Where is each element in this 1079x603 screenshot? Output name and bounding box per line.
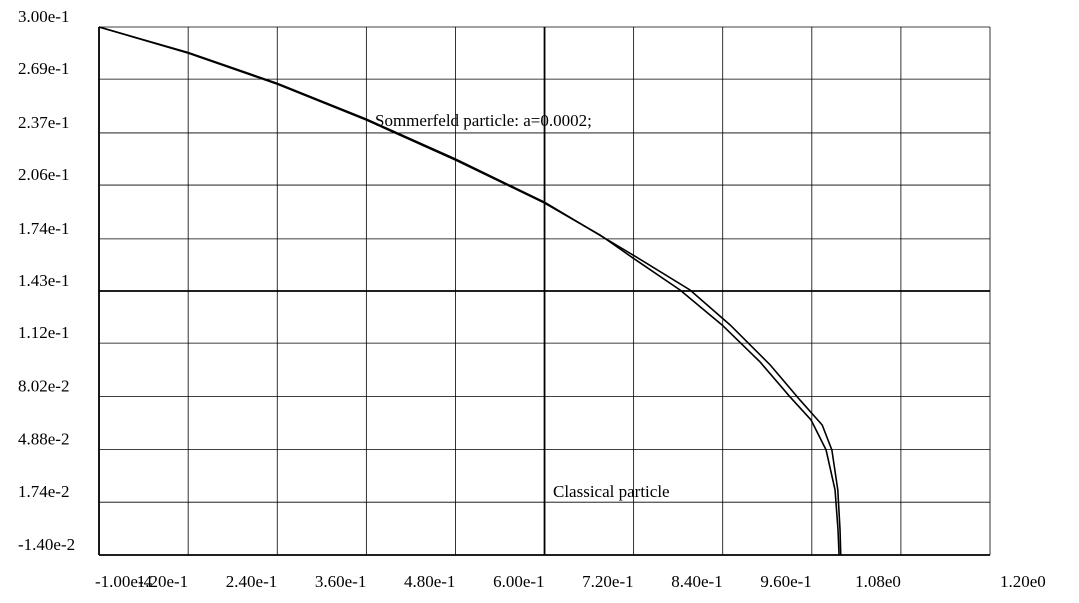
x-tick-label: 1.08e0	[855, 572, 901, 591]
y-tick-label: 2.69e-1	[18, 59, 69, 78]
y-tick-label: 1.43e-1	[18, 271, 69, 290]
y-tick-label: 2.06e-1	[18, 165, 69, 184]
annotation: Classical particle	[553, 482, 670, 501]
x-tick-label: 1.20e-1	[137, 572, 188, 591]
x-tick-label: 3.60e-1	[315, 572, 366, 591]
x-tick-label: 8.40e-1	[671, 572, 722, 591]
x-tick-label: 2.40e-1	[226, 572, 277, 591]
x-tick-label: 9.60e-1	[760, 572, 811, 591]
x-tick-label: 7.20e-1	[582, 572, 633, 591]
x-tick-label: 1.20e0	[1000, 572, 1046, 591]
y-tick-label: 3.00e-1	[18, 7, 69, 26]
y-tick-label: 4.88e-2	[18, 429, 69, 448]
x-tick-label: 6.00e-1	[493, 572, 544, 591]
trajectory-line	[98, 26, 842, 556]
y-tick-label: 8.02e-2	[18, 377, 69, 396]
annotation: Sommerfeld particle: a=0.0002;	[375, 111, 592, 130]
y-tick-label: 1.12e-1	[18, 323, 69, 342]
x-tick-label: 4.80e-1	[404, 572, 455, 591]
x-tick-label: -1.00e-4	[95, 572, 153, 591]
y-tick-label: 2.37e-1	[18, 113, 69, 132]
y-tick-label: -1.40e-2	[18, 535, 75, 554]
y-tick-label: 1.74e-1	[18, 219, 69, 238]
y-tick-label: 1.74e-2	[18, 482, 69, 501]
